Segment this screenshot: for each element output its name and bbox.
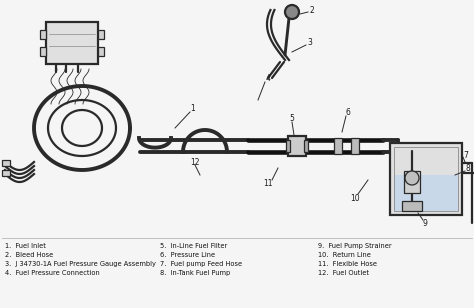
Circle shape [405,171,419,185]
Bar [98,47,104,56]
Text: 1.  Fuel Inlet: 1. Fuel Inlet [5,243,46,249]
Text: 5.  In-Line Fuel Filter: 5. In-Line Fuel Filter [160,243,227,249]
Text: 12: 12 [190,157,200,167]
Text: 1: 1 [191,103,195,112]
Text: 3: 3 [308,38,312,47]
Bar [394,147,458,211]
Bar [40,47,46,56]
Bar [98,30,104,39]
Bar [394,175,458,211]
Text: 9.  Fuel Pump Strainer: 9. Fuel Pump Strainer [318,243,392,249]
Text: 4.  Fuel Pressure Connection: 4. Fuel Pressure Connection [5,270,100,276]
Circle shape [285,5,299,19]
Text: 8: 8 [465,164,470,172]
Text: 10: 10 [350,193,360,202]
Bar [2,160,10,166]
Bar [390,143,462,215]
Bar [40,30,46,39]
Text: 4: 4 [265,74,271,83]
Text: 7: 7 [464,151,468,160]
Text: 9: 9 [422,218,428,228]
Text: 11.  Flexible Hose: 11. Flexible Hose [318,261,377,267]
Bar [334,138,342,154]
Text: 7.  Fuel pump Feed Hose: 7. Fuel pump Feed Hose [160,261,242,267]
Text: 8.  In-Tank Fuel Pump: 8. In-Tank Fuel Pump [160,270,230,276]
Bar [288,136,306,156]
Bar [2,170,10,176]
Text: 5: 5 [290,114,294,123]
Bar [351,138,359,154]
Text: 3.  J 34730-1A Fuel Pressure Gauge Assembly: 3. J 34730-1A Fuel Pressure Gauge Assemb… [5,261,156,267]
Bar [286,140,290,152]
Text: 12.  Fuel Outlet: 12. Fuel Outlet [318,270,369,276]
Text: 2.  Bleed Hose: 2. Bleed Hose [5,252,53,258]
Bar [404,171,420,193]
Text: 2: 2 [310,6,314,14]
Text: 6: 6 [346,107,350,116]
Bar [402,201,422,211]
Bar [304,140,308,152]
Text: 10.  Return Line: 10. Return Line [318,252,371,258]
Text: 11: 11 [263,179,273,188]
Bar [46,22,98,64]
Text: 6.  Pressure Line: 6. Pressure Line [160,252,215,258]
